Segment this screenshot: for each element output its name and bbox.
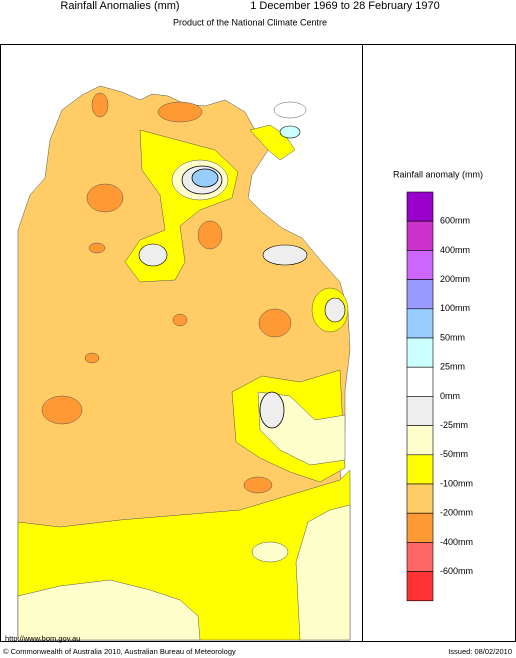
legend-swatch [406,279,434,310]
legend-label: -200mm [440,508,473,518]
legend-swatch [406,542,434,572]
legend-swatch [406,250,434,280]
legend-swatch [406,396,434,426]
grey-blob [324,297,346,323]
legend-swatch [406,337,434,368]
legend-label: 50mm [440,332,465,342]
title: Rainfall Anomalies (mm) [60,0,179,12]
legend-swatch [406,220,434,251]
legend-title: Rainfall anomaly (mm) [393,169,483,179]
orange-blob [88,242,106,254]
orange-blob [86,183,124,213]
legend-swatch [406,308,434,339]
legend-swatch [406,571,434,602]
legend: 600mm 400mm 200mm 100mm 50mm 25mm 0mm -25mm -50m… [406,191,473,602]
legend-label: 100mm [440,303,470,313]
blue-blob [191,168,219,188]
grey-blob [138,243,168,267]
sea-gulf [273,101,307,119]
light-yellow-blob [251,541,289,563]
orange-blob [243,476,273,494]
subtitle: Product of the National Climate Centre [173,17,327,27]
legend-label: 25mm [440,362,465,372]
legend-label: -400mm [440,537,473,547]
orange-blob [172,313,188,327]
cyan-blob [279,125,301,139]
orange-blob [41,395,83,425]
legend-swatch [406,425,434,456]
issued: Issued: 08/02/2010 [448,647,512,656]
legend-label: -100mm [440,478,473,488]
orange-blob [84,352,100,364]
grey-blob [262,244,308,266]
legend-label: -25mm [440,420,468,430]
legend-label: -600mm [440,566,473,576]
grey-blob [259,391,285,429]
legend-label: -50mm [440,449,468,459]
legend-swatch [406,454,434,485]
light-yellow-sw [17,579,201,641]
orange-blob [157,101,203,123]
legend-swatch [406,366,434,397]
light-yellow-se [295,504,351,641]
legend-swatch [406,512,434,543]
yellow-northeast [249,124,296,161]
legend-swatch [406,191,434,222]
legend-label: 400mm [440,245,470,255]
legend-label: 200mm [440,274,470,284]
legend-label: 600mm [440,216,470,226]
legend-label: 0mm [440,391,460,401]
map [17,85,351,641]
url: http://www.bom.gov.au [5,634,80,643]
orange-blob [91,92,109,118]
period: 1 December 1969 to 28 February 1970 [250,0,440,12]
orange-blob [258,308,292,338]
copyright: © Commonwealth of Australia 2010, Austra… [3,647,236,656]
orange-blob [197,220,223,250]
legend-swatch [406,483,434,514]
